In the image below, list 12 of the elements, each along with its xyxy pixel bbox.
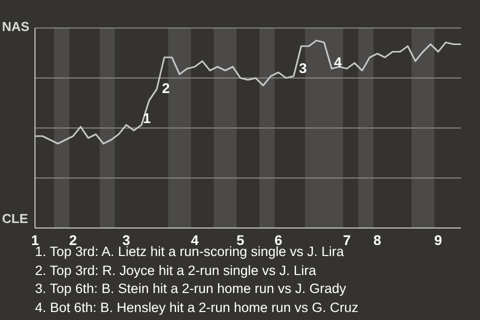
- annotation: 4: [334, 54, 342, 70]
- annotation: 1: [143, 110, 151, 126]
- text: CLE: [2, 211, 28, 226]
- text: 3. Top 6th: B. Stein hit a 2-run home run vs J. Grady: [35, 280, 348, 298]
- x-tick-label: 7: [342, 232, 351, 248]
- text: 4. Bot 6th: B. Hensley hit a 2-run home run vs G. Cruz: [35, 298, 358, 317]
- annotation: 3: [299, 60, 307, 76]
- x-tick-label: 9: [434, 232, 442, 248]
- annotation: 2: [162, 80, 170, 96]
- text: 2. Top 3rd: R. Joyce hit a 2-run single vs J. Lira: [35, 262, 318, 280]
- x-tick-label: 8: [373, 232, 382, 248]
- text: NAS: [2, 19, 30, 34]
